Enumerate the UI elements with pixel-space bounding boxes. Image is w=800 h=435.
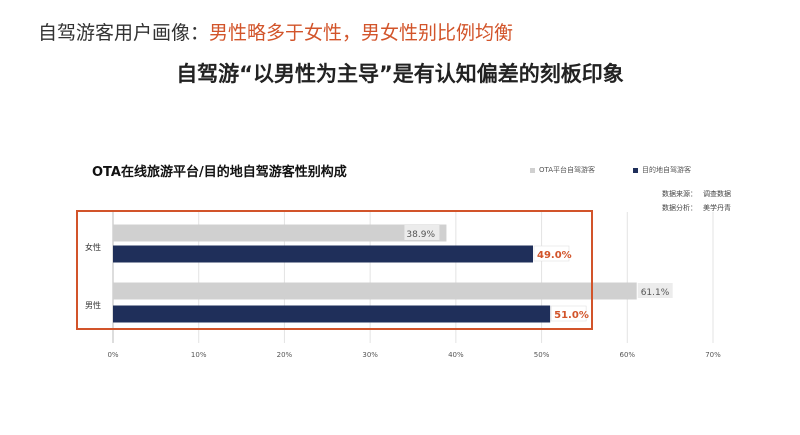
- x-tick-label: 40%: [448, 351, 464, 359]
- legend-item-destination: 目的地自驾游客: [633, 165, 691, 175]
- legend-item-ota: OTA平台自驾游客: [530, 165, 595, 175]
- bar: [113, 282, 637, 300]
- data-label-box: [637, 283, 673, 298]
- data-source-line: 数据来源： 调查数据: [662, 189, 731, 199]
- data-analysis-line: 数据分析： 美学丹青: [662, 203, 731, 213]
- bar: [113, 305, 551, 323]
- data-analysis-label: 数据分析：: [662, 204, 697, 212]
- x-tick-label: 50%: [534, 351, 550, 359]
- headline-prefix: 自驾游客用户画像：: [38, 22, 210, 44]
- x-tick-label: 20%: [277, 351, 293, 359]
- data-source-value: 调查数据: [703, 190, 731, 198]
- page-subheadline: 自驾游“以男性为主导”是有认知偏差的刻板印象: [176, 62, 624, 86]
- legend-swatch-ota: [530, 167, 535, 173]
- data-analysis-value: 美学丹青: [703, 204, 731, 212]
- x-tick-label: 30%: [362, 351, 378, 359]
- x-tick-label: 60%: [620, 351, 636, 359]
- bar: [113, 245, 533, 263]
- legend-label-ota: OTA平台自驾游客: [539, 166, 596, 174]
- data-label-box: [533, 245, 570, 262]
- legend-swatch-destination: [633, 167, 638, 173]
- data-label: 49.0%: [537, 250, 572, 261]
- data-label-box: [550, 305, 587, 322]
- highlight-frame: [76, 210, 593, 330]
- category-label: 男性: [85, 300, 101, 310]
- x-tick-label: 0%: [107, 351, 118, 359]
- bar: [113, 224, 447, 242]
- data-label: 51.0%: [554, 310, 589, 321]
- legend-label-destination: 目的地自驾游客: [642, 166, 691, 174]
- x-tick-label: 70%: [705, 351, 721, 359]
- chart-title: OTA在线旅游平台/目的地自驾游客性别构成: [92, 165, 347, 180]
- page-headline: 自驾游客用户画像：男性略多于女性，男女性别比例均衡: [38, 18, 513, 45]
- category-label: 女性: [85, 242, 101, 252]
- data-label: 38.9%: [406, 230, 435, 240]
- x-tick-label: 10%: [191, 351, 207, 359]
- data-source-label: 数据来源：: [662, 190, 697, 198]
- data-label-box: [404, 225, 440, 240]
- data-label: 61.1%: [641, 288, 670, 298]
- headline-emphasis: 男性略多于女性，男女性别比例均衡: [209, 22, 514, 44]
